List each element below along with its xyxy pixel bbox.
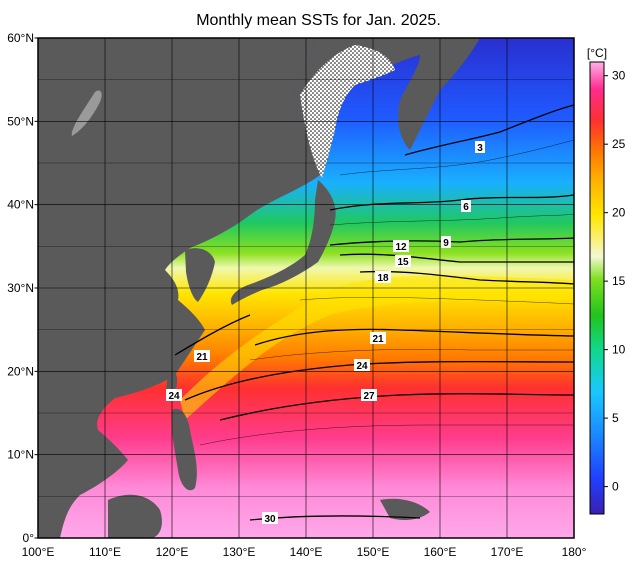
longitude-axis: 100°E 110°E 120°E 130°E 140°E 150°E 160°E 170°E… xyxy=(22,545,587,559)
contour-label-box xyxy=(395,255,411,267)
colorbar-unit: [°C] xyxy=(587,46,607,60)
contour-label-box xyxy=(262,512,278,524)
lon-label: 100°E xyxy=(22,545,55,559)
contour-label: 27 xyxy=(363,391,375,402)
latitude-axis: 60°N 50°N 40°N 30°N 20°N 10°N 0° xyxy=(7,31,38,545)
colorbar-tick-label: 25 xyxy=(612,137,626,151)
lat-label: 40°N xyxy=(7,198,34,212)
landmass-new-guinea xyxy=(380,498,430,520)
map-title: Monthly mean SSTs for Jan. 2025. xyxy=(196,12,441,29)
contour-label: 21 xyxy=(372,334,384,345)
contour-label-box xyxy=(361,389,377,401)
lat-label: 30°N xyxy=(7,281,34,295)
contour-label-box xyxy=(441,236,451,248)
contour-label: 15 xyxy=(397,257,409,268)
contour-label: 3 xyxy=(477,143,483,154)
landmass-korea xyxy=(185,248,215,302)
lon-label: 160°E xyxy=(424,545,457,559)
contour-label: 24 xyxy=(168,391,180,402)
contour-label: 18 xyxy=(377,273,389,284)
colorbar-tick-label: 5 xyxy=(612,411,619,425)
lat-label: 10°N xyxy=(7,448,34,462)
contour-label-group: 3 6 9 12 15 18 21 21 24 24 27 30 xyxy=(166,141,485,525)
contour-label: 12 xyxy=(395,242,407,253)
contour-label-box xyxy=(375,271,391,283)
lat-label: 60°N xyxy=(7,31,34,45)
landmass-japan xyxy=(230,180,336,305)
landmass-taiwan xyxy=(166,370,178,395)
contour-label-box xyxy=(370,332,386,344)
contour-label: 9 xyxy=(443,238,449,249)
colorbar-tick-label: 15 xyxy=(612,274,626,288)
lat-label: 50°N xyxy=(7,114,34,128)
lon-label: 110°E xyxy=(89,545,121,559)
lon-label: 120°E xyxy=(156,545,189,559)
sst-thin-contours xyxy=(199,139,574,446)
lon-label: 130°E xyxy=(223,545,256,559)
lat-label: 20°N xyxy=(7,364,34,378)
graticule xyxy=(38,38,574,538)
contour-label-box xyxy=(475,141,485,153)
landmass-philippines xyxy=(171,408,197,491)
lat-label: 0° xyxy=(23,531,35,545)
colorbar-tick-label: 10 xyxy=(612,343,626,357)
lon-label: 170°E xyxy=(491,545,524,559)
colorbar-tick-label: 20 xyxy=(612,206,626,220)
contour-label: 30 xyxy=(264,514,276,525)
colorbar xyxy=(589,61,605,515)
contour-label-box xyxy=(354,359,370,371)
lon-label: 140°E xyxy=(290,545,323,559)
lon-label: 150°E xyxy=(357,545,390,559)
contour-label: 24 xyxy=(356,361,368,372)
contour-label: 21 xyxy=(196,352,208,363)
sea-ice-okhotsk xyxy=(300,45,395,178)
contour-label-box xyxy=(461,200,471,212)
landmass-small-island xyxy=(71,90,102,136)
landmass-borneo xyxy=(108,494,162,538)
colorbar-ticks: 30 25 20 15 10 5 0 xyxy=(604,69,626,494)
contour-label-box xyxy=(194,350,210,362)
colorbar-tick-label: 30 xyxy=(612,69,626,83)
colorbar-tick-label: 0 xyxy=(612,480,619,494)
kuroshio-warm-band xyxy=(180,275,574,420)
contour-label-box xyxy=(393,240,409,252)
lon-label: 180° xyxy=(562,545,587,559)
sst-contours xyxy=(174,104,574,521)
contour-label-box xyxy=(166,389,182,401)
contour-label: 6 xyxy=(463,202,469,213)
